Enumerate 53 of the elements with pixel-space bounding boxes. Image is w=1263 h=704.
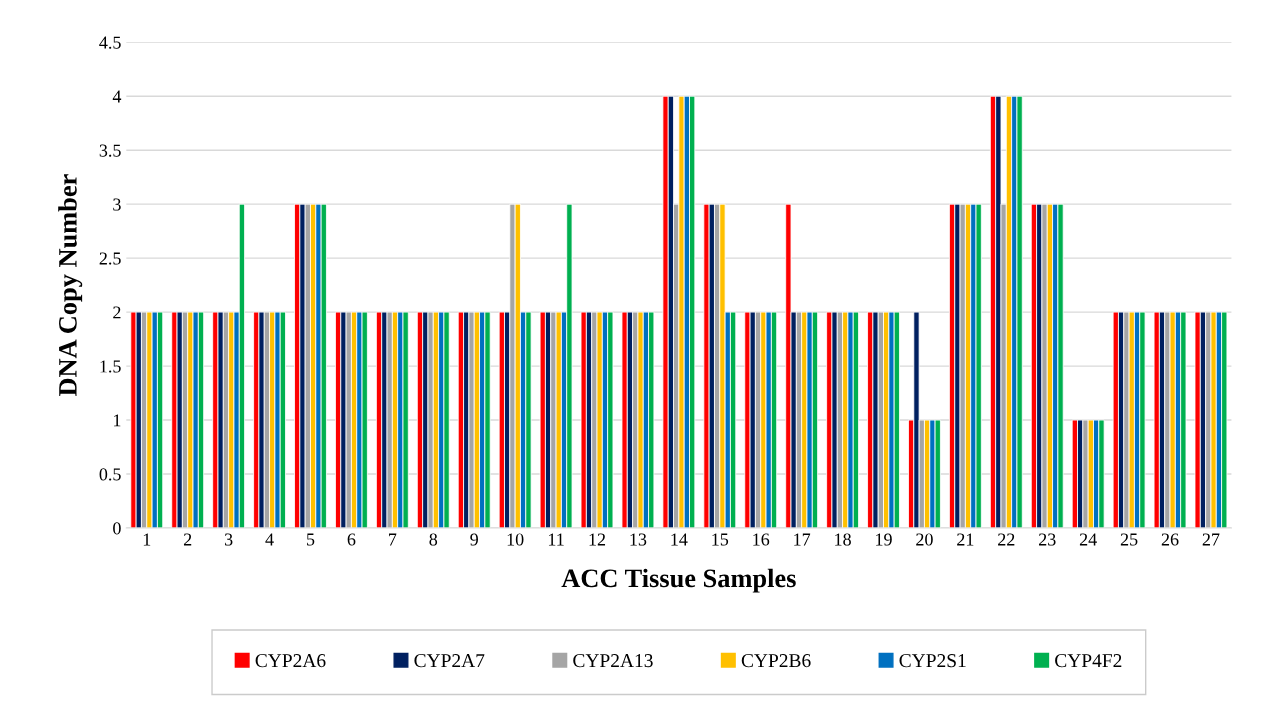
x-tick-label: 12: [589, 533, 606, 546]
bar: [1194, 311, 1201, 528]
x-tick-label: 17: [794, 533, 811, 546]
x-axis-title: ACC Tissue Samples: [561, 568, 796, 593]
y-tick-label: 4: [112, 90, 122, 103]
y-tick-label: 1: [114, 414, 121, 427]
y-tick-label: 0.5: [99, 468, 121, 481]
x-tick-label: 6: [347, 533, 356, 546]
x-tick-label: 9: [470, 533, 478, 546]
legend-label: CYP2A6: [255, 654, 326, 668]
x-tick-label: 18: [835, 533, 851, 546]
legend-label: CYP2A7: [414, 654, 485, 668]
bar: [785, 203, 792, 528]
x-tick-label: 23: [1039, 533, 1056, 546]
x-tick-label: 3: [224, 533, 233, 546]
bar: [703, 203, 710, 528]
x-tick-label: 13: [630, 533, 647, 546]
x-tick-label: 16: [753, 533, 770, 546]
x-tick-label: 26: [1161, 533, 1179, 546]
y-tick-label: 3: [113, 198, 121, 211]
y-axis-title: DNA Copy Number: [58, 174, 83, 397]
x-tick-label: 15: [712, 533, 729, 546]
y-tick-label: 4.5: [99, 36, 121, 49]
x-tick-label: 24: [1079, 533, 1097, 546]
x-tick-label: 14: [671, 533, 688, 546]
bar: [621, 311, 628, 528]
y-tick-label: 0: [113, 522, 121, 535]
y-tick-label: 1.5: [100, 360, 121, 373]
legend-label: CYP2A13: [573, 654, 653, 668]
bar: [1112, 311, 1119, 528]
bar: [1153, 311, 1160, 528]
x-tick-label: 21: [957, 533, 974, 546]
x-tick-label: 5: [307, 533, 315, 546]
x-tick-label: 11: [548, 533, 564, 546]
x-tick-label: 25: [1120, 533, 1138, 546]
x-tick-label: 4: [265, 533, 274, 546]
x-tick-label: 2: [183, 533, 192, 546]
bar: [539, 311, 546, 528]
x-tick-label: 10: [507, 533, 524, 546]
legend-label: CYP4F2: [1055, 654, 1122, 668]
bar: [580, 311, 587, 528]
x-tick-label: 1: [143, 533, 151, 546]
legend-label: CYP2S1: [899, 654, 966, 668]
y-tick-label: 2.5: [99, 252, 121, 265]
y-tick-label: 3.5: [99, 144, 121, 157]
legend-label: CYP2B6: [741, 654, 811, 668]
x-tick-label: 7: [389, 533, 397, 546]
x-tick-label: 8: [429, 533, 438, 546]
x-tick-label: 20: [916, 533, 933, 546]
x-tick-label: 19: [876, 533, 892, 546]
x-tick-label: 27: [1202, 533, 1220, 546]
y-tick-label: 2: [113, 306, 121, 319]
x-tick-label: 22: [998, 533, 1015, 546]
